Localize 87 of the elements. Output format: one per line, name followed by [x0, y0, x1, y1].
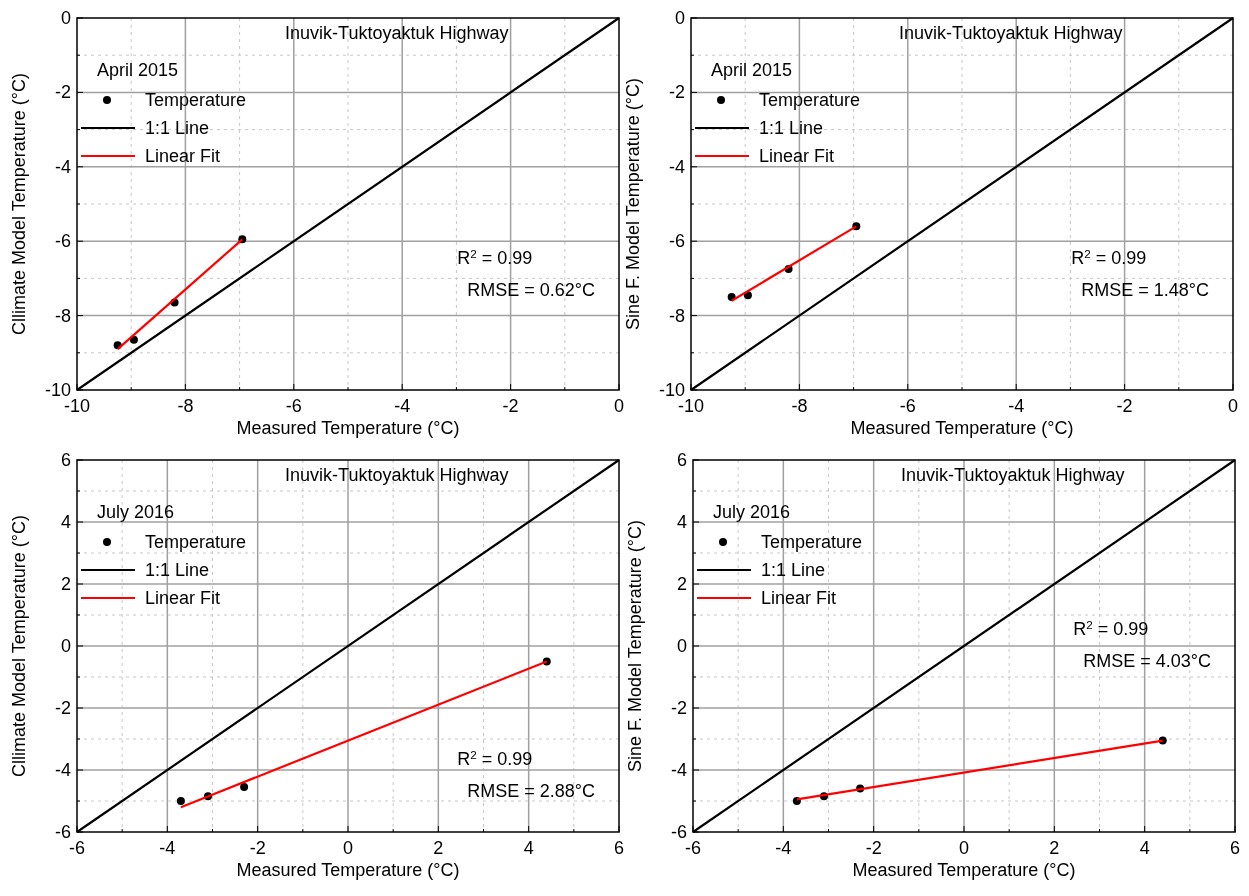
point [176, 797, 185, 805]
legend-label: Temperature [145, 90, 247, 110]
x-tick-label: -8 [791, 396, 808, 416]
legend-label: Temperature [145, 532, 247, 552]
annotation: RMSE = 4.03°C [1083, 650, 1211, 671]
y-tick-label: -2 [54, 82, 71, 103]
x-tick-label: 0 [958, 838, 970, 858]
x-tick-label: 2 [433, 838, 444, 858]
y-tick-label: 6 [60, 450, 71, 470]
y-axis-title: Cllimate Model Temperature (°C) [9, 515, 29, 777]
x-tick-label: -8 [177, 396, 194, 416]
y-tick-label: 0 [60, 636, 71, 656]
legend-label: Linear Fit [145, 146, 221, 166]
legend-label: Linear Fit [759, 146, 835, 166]
x-tick-label: 0 [1227, 396, 1239, 416]
x-tick-label: 0 [342, 838, 354, 858]
point [240, 783, 249, 792]
x-tick-label: 6 [1229, 838, 1241, 858]
annotation: R$^{2}$ = 0.99 [457, 747, 533, 770]
x-tick-label: -2 [865, 838, 882, 858]
annotation: RMSE = 0.62°C [467, 279, 595, 300]
y-tick-label: -8 [54, 305, 71, 326]
x-tick-label: -4 [159, 838, 176, 858]
x-tick-label: 4 [1139, 838, 1150, 858]
chart-title: Inuvik-Tuktoyaktuk Highway [285, 465, 509, 485]
chart-title: Inuvik-Tuktoyaktuk Highway [899, 23, 1123, 43]
legend-title: April 2015 [97, 60, 179, 80]
x-tick-label: -6 [899, 396, 916, 416]
x-axis-title: Measured Temperature (°C) [236, 860, 460, 880]
annotation: R$^{2}$ = 0.99 [1071, 246, 1147, 268]
y-tick-label: 0 [60, 8, 71, 28]
annotation: R$^{2}$ = 0.99 [1073, 617, 1149, 639]
y-tick-label: -10 [658, 380, 685, 400]
y-axis-title: Cllimate Model Temperature (°C) [9, 73, 29, 335]
y-tick-label: 2 [676, 574, 687, 594]
y-axis-title: Sine F. Model Temperature (°C) [623, 78, 643, 330]
y-tick-label: -6 [670, 822, 687, 842]
y-tick-label: -6 [668, 231, 685, 252]
y-tick-label: -4 [54, 760, 71, 780]
x-tick-label: -6 [285, 396, 302, 416]
y-tick-label: 4 [676, 512, 687, 532]
legend-label: 1:1 Line [145, 118, 210, 138]
x-tick-label: 0 [613, 396, 625, 416]
legend-label: 1:1 Line [759, 118, 824, 138]
y-tick-label: 0 [674, 8, 685, 28]
x-tick-label: 2 [1049, 838, 1060, 858]
y-tick-label: 4 [60, 512, 71, 532]
y-tick-label: 0 [676, 636, 687, 656]
legend-label: 1:1 Line [145, 560, 210, 580]
x-tick-label: -2 [1116, 396, 1133, 416]
legend-title: April 2015 [711, 60, 793, 80]
legend-title: July 2016 [713, 502, 791, 522]
annotation: R$^{2}$ = 0.99 [457, 246, 533, 268]
x-tick-label: -4 [394, 396, 411, 416]
x-tick-label: -4 [1008, 396, 1025, 416]
y-tick-label: -2 [54, 698, 71, 718]
legend-label: Temperature [761, 532, 863, 552]
legend-label: Temperature [759, 90, 861, 110]
y-tick-label: -2 [668, 82, 685, 103]
y-tick-label: -4 [54, 156, 71, 177]
x-tick-label: 6 [613, 838, 625, 858]
legend-title: July 2016 [97, 502, 175, 522]
x-axis-title: Measured Temperature (°C) [236, 418, 460, 438]
x-tick-label: -2 [249, 838, 266, 858]
y-tick-label: -8 [668, 305, 685, 326]
y-tick-label: 2 [60, 574, 71, 594]
x-axis-title: Measured Temperature (°C) [850, 418, 1074, 438]
y-tick-label: 6 [676, 450, 687, 470]
x-tick-label: -2 [502, 396, 519, 416]
y-tick-label: -4 [668, 156, 685, 177]
y-axis-title: Sine F. Model Temperature (°C) [625, 520, 645, 772]
legend-label: 1:1 Line [761, 560, 826, 580]
y-tick-label: -4 [670, 760, 687, 780]
y-tick-label: -2 [670, 698, 687, 718]
legend-label: Linear Fit [761, 588, 837, 608]
point [129, 335, 138, 344]
annotation: RMSE = 2.88°C [467, 781, 595, 802]
y-tick-label: -6 [54, 231, 71, 252]
chart-title: Inuvik-Tuktoyaktuk Highway [901, 465, 1125, 485]
legend-label: Linear Fit [145, 588, 221, 608]
y-tick-label: -10 [44, 380, 71, 400]
x-tick-label: 4 [523, 838, 534, 858]
y-tick-label: -6 [54, 822, 71, 842]
chart-title: Inuvik-Tuktoyaktuk Highway [285, 23, 509, 43]
x-axis-title: Measured Temperature (°C) [852, 860, 1076, 880]
annotation: RMSE = 1.48°C [1081, 279, 1209, 300]
x-tick-label: -4 [775, 838, 792, 858]
